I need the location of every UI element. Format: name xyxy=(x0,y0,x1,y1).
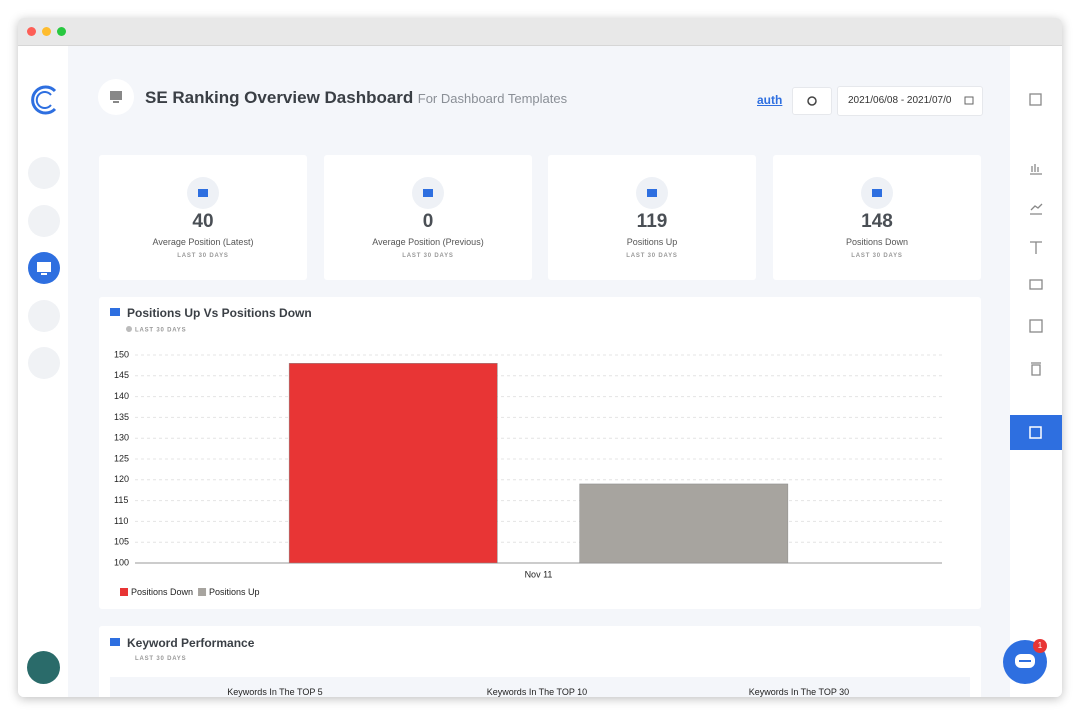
keyword-subtitle: LAST 30 DAYS xyxy=(135,656,187,662)
kpi-card: 0 Average Position (Previous) LAST 30 DAYS xyxy=(324,155,532,280)
date-range-picker[interactable]: 2021/06/08 - 2021/07/0 xyxy=(837,86,983,116)
maximize-button[interactable] xyxy=(57,27,66,36)
keyword-column-header: Keywords In The TOP 5 xyxy=(227,687,323,697)
keyword-column-header: Keywords In The TOP 10 xyxy=(486,687,588,697)
toolbar-icons xyxy=(1029,93,1043,376)
kpi-value: 148 xyxy=(861,211,893,232)
y-tick-label: 105 xyxy=(114,537,129,547)
chart-icon xyxy=(110,308,120,316)
keyword-table-header: Keywords In The TOP 5 Keywords In The TOP… xyxy=(110,677,970,697)
y-tick-label: 120 xyxy=(114,474,129,484)
kpi-card: 40 Average Position (Latest) LAST 30 DAYS xyxy=(99,155,307,280)
kpi-icon xyxy=(861,177,893,209)
nav-dashboards[interactable] xyxy=(28,252,60,284)
legend-label: Positions Down xyxy=(131,587,193,597)
kpi-period: LAST 30 DAYS xyxy=(851,253,903,259)
legend-swatch xyxy=(198,588,207,596)
nav-connections[interactable] xyxy=(28,157,60,189)
kpi-icon xyxy=(412,177,444,209)
dashboard-icon xyxy=(98,79,134,115)
chart-title: Positions Up Vs Positions Down xyxy=(127,306,312,320)
auth-link[interactable]: auth xyxy=(757,93,783,107)
left-sidebar xyxy=(18,46,68,697)
header: SE Ranking Overview Dashboard For Dashbo… xyxy=(145,88,567,108)
kpi-value: 119 xyxy=(636,211,668,232)
logo xyxy=(31,85,57,115)
date-range-text: 2021/06/08 - 2021/07/0 xyxy=(848,95,952,106)
kpi-card: 148 Positions Down LAST 30 DAYS xyxy=(773,155,981,280)
y-tick-label: 130 xyxy=(114,433,129,443)
user-avatar[interactable] xyxy=(27,651,60,684)
keyword-card: Keyword Performance LAST 30 DAYS Keyword… xyxy=(99,626,981,697)
y-tick-label: 100 xyxy=(114,557,129,567)
chart: Positions Up Vs Positions Down LAST 30 D… xyxy=(110,306,942,597)
y-tick-label: 115 xyxy=(114,495,128,505)
refresh-button[interactable] xyxy=(792,87,832,115)
kpi-period: LAST 30 DAYS xyxy=(402,253,454,259)
y-tick-label: 150 xyxy=(114,349,129,359)
kpi-label: Positions Up xyxy=(626,237,678,247)
kpi-value: 40 xyxy=(192,211,214,232)
y-tick-label: 145 xyxy=(114,370,129,380)
bar xyxy=(288,363,498,564)
y-tick-label: 125 xyxy=(114,453,129,463)
kpi-period: LAST 30 DAYS xyxy=(626,253,678,259)
kpi-label: Average Position (Latest) xyxy=(152,237,254,247)
kpi-icon xyxy=(636,177,668,209)
nav-reports[interactable] xyxy=(28,300,60,332)
y-tick-label: 110 xyxy=(114,516,128,526)
kpi-label: Average Position (Previous) xyxy=(372,237,484,247)
page-subtitle: For Dashboard Templates xyxy=(417,91,568,106)
kpi-card: 119 Positions Up LAST 30 DAYS xyxy=(548,155,756,280)
chat-button[interactable]: 1 xyxy=(1003,639,1047,684)
chat-badge: 1 xyxy=(1033,639,1047,653)
kpi-value: 0 xyxy=(422,211,434,232)
legend-label: Positions Up xyxy=(209,587,260,597)
y-tick-label: 135 xyxy=(114,412,129,422)
close-button[interactable] xyxy=(27,27,36,36)
minimize-button[interactable] xyxy=(42,27,51,36)
keyword-title: Keyword Performance xyxy=(127,636,255,650)
page-title: SE Ranking Overview Dashboard xyxy=(145,88,414,107)
title-bar xyxy=(18,18,1062,46)
kpi-label: Positions Down xyxy=(845,237,909,247)
share-button[interactable] xyxy=(1010,415,1062,450)
keyword-column-header: Keywords In The TOP 30 xyxy=(748,687,850,697)
nav-settings[interactable] xyxy=(28,347,60,379)
chart-subtitle: LAST 30 DAYS xyxy=(135,328,186,334)
legend-swatch xyxy=(120,588,128,596)
right-toolbar xyxy=(1010,46,1062,697)
window: SE Ranking Overview Dashboard For Dashbo… xyxy=(18,18,1062,697)
chart-card: Positions Up Vs Positions Down LAST 30 D… xyxy=(99,297,981,609)
x-tick-label: Nov 11 xyxy=(525,569,553,579)
nav-filters[interactable] xyxy=(28,205,60,237)
y-tick-label: 140 xyxy=(114,391,129,401)
bar xyxy=(579,483,789,564)
kpi-period: LAST 30 DAYS xyxy=(177,253,229,259)
kpi-icon xyxy=(187,177,219,209)
keyword-icon xyxy=(110,638,120,646)
